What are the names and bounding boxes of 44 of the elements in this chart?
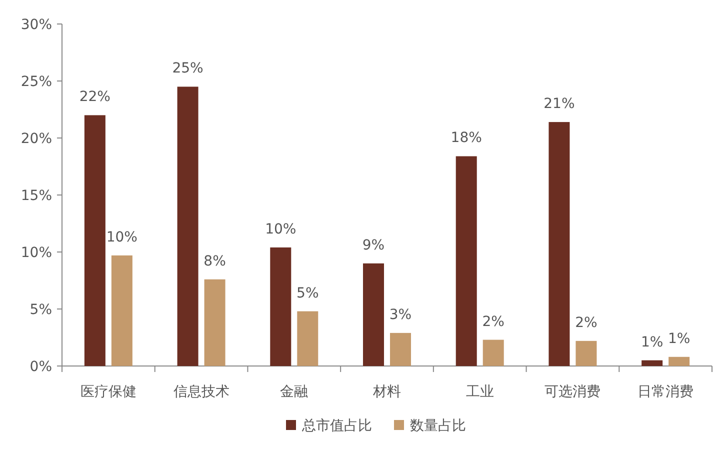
bar bbox=[668, 356, 690, 366]
data-label: 1% bbox=[668, 330, 690, 347]
x-tick-label: 工业 bbox=[466, 384, 494, 400]
legend-label: 总市值占比 bbox=[301, 418, 372, 434]
y-tick-label: 25% bbox=[20, 74, 52, 90]
data-label: 18% bbox=[450, 130, 482, 146]
data-label: 1% bbox=[640, 334, 664, 350]
data-label: 5% bbox=[296, 285, 319, 302]
bar bbox=[456, 156, 477, 366]
bar bbox=[482, 340, 504, 366]
y-tick-label: 20% bbox=[20, 131, 52, 147]
bar bbox=[390, 332, 411, 366]
data-label: 22% bbox=[79, 89, 110, 106]
data-label: 10% bbox=[106, 229, 138, 246]
bar bbox=[270, 247, 292, 366]
x-tick-label: 可选消费 bbox=[544, 384, 601, 400]
x-tick-label: 日常消费 bbox=[638, 384, 694, 400]
bar bbox=[363, 263, 384, 366]
y-tick-label: 10% bbox=[20, 245, 52, 261]
legend-label: 数量占比 bbox=[410, 418, 466, 434]
data-label: 10% bbox=[265, 221, 296, 238]
bar bbox=[642, 360, 663, 366]
y-tick-label: 15% bbox=[20, 188, 52, 204]
y-tick-label: 5% bbox=[30, 302, 52, 318]
y-tick-label: 0% bbox=[30, 359, 52, 375]
bar bbox=[111, 255, 132, 366]
bar bbox=[548, 122, 570, 366]
data-label: 2% bbox=[575, 314, 598, 331]
bar bbox=[297, 311, 318, 366]
data-label: 9% bbox=[362, 237, 385, 254]
y-tick-label: 30% bbox=[20, 17, 52, 33]
data-label: 8% bbox=[204, 253, 226, 270]
data-label: 2% bbox=[482, 314, 504, 330]
data-label: 21% bbox=[544, 96, 575, 112]
bar bbox=[84, 115, 106, 366]
x-tick-label: 医疗保健 bbox=[80, 384, 136, 400]
bar bbox=[177, 86, 198, 366]
bar bbox=[576, 340, 597, 366]
data-label: 25% bbox=[172, 60, 204, 77]
x-tick-label: 材料 bbox=[372, 384, 401, 400]
x-tick-label: 金融 bbox=[280, 384, 308, 400]
x-tick-label: 信息技术 bbox=[173, 384, 230, 400]
data-label: 3% bbox=[389, 306, 412, 323]
bar bbox=[204, 279, 226, 366]
